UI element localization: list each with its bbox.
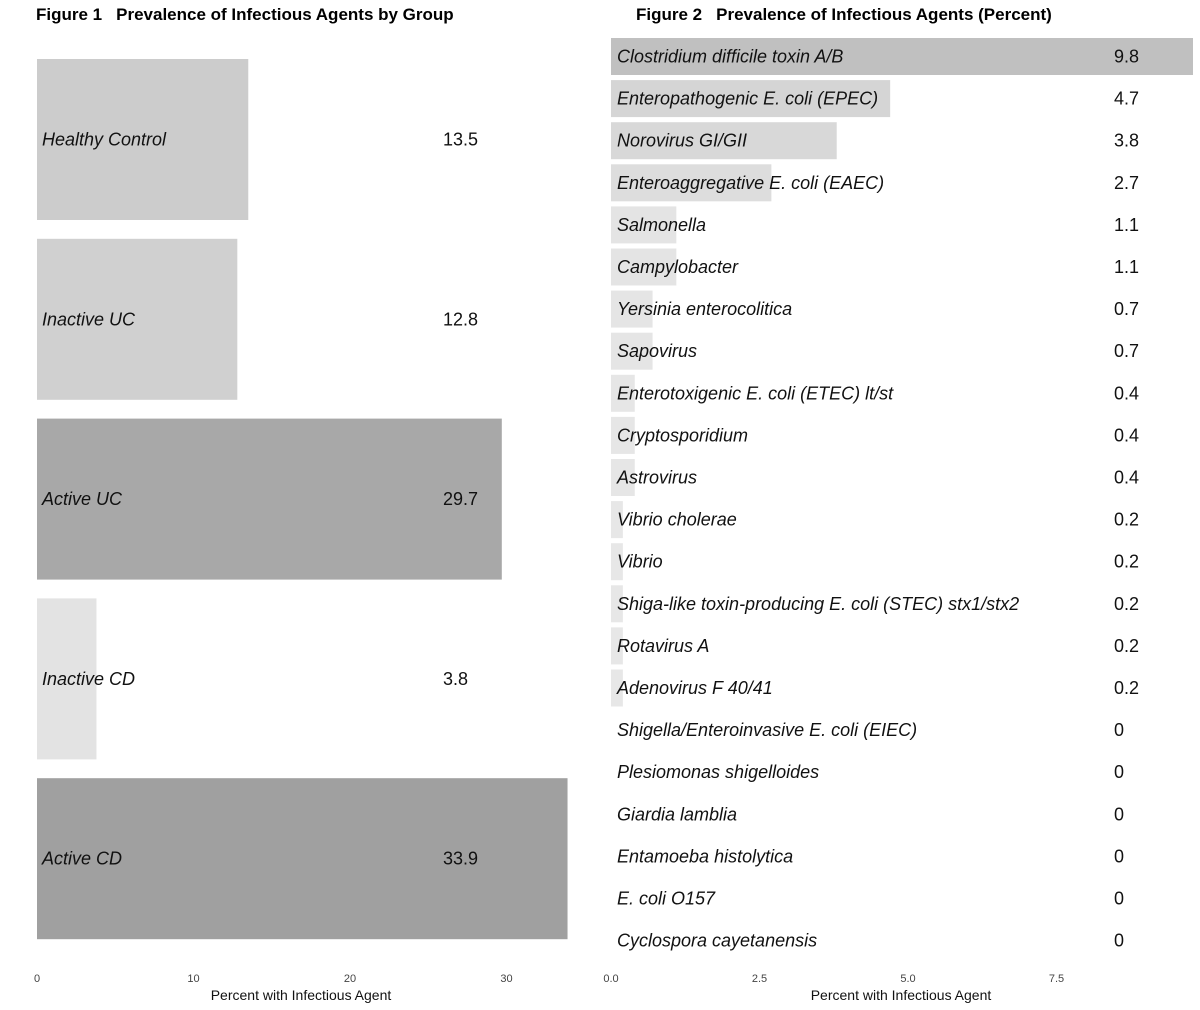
figure2-category-label: Yersinia enterocolitica <box>617 299 792 319</box>
figure1-chart: Healthy Control 13.5 Inactive UC 12.8 Active… <box>34 59 568 1003</box>
figure2-category-label: Campylobacter <box>617 257 739 277</box>
figure2-category-label: Enteroaggregative E. coli (EAEC) <box>617 173 884 193</box>
figure2-bar <box>611 122 837 160</box>
figure2-value-label: 0.2 <box>1114 510 1139 530</box>
figure2-category-label: Clostridium difficile toxin A/B <box>617 47 843 67</box>
figure1-category-label: Active CD <box>41 849 122 869</box>
figure2-category-label: Shigella/Enteroinvasive E. coli (EIEC) <box>617 720 917 740</box>
figure2-category-label: Cryptosporidium <box>617 425 748 445</box>
figure2-value-label: 1.1 <box>1114 215 1139 235</box>
figure1-category-label: Inactive CD <box>42 669 135 689</box>
figure2-number: Figure 2 <box>636 5 703 24</box>
figure2-x-axis-label: Percent with Infectious Agent <box>811 987 992 1003</box>
figure2-value-label: 0.4 <box>1114 425 1139 445</box>
figure1-bar <box>37 238 238 400</box>
figure2-category-label: Entamoeba histolytica <box>617 846 793 866</box>
figure2-bar <box>611 416 635 454</box>
figure2-value-label: 2.7 <box>1114 173 1139 193</box>
figure2-value-label: 0.2 <box>1114 552 1139 572</box>
figure1-bar <box>37 59 249 220</box>
figure2-category-label: Giardia lamblia <box>617 804 737 824</box>
figure2-value-label: 0.2 <box>1114 678 1139 698</box>
figure2-category-label: Salmonella <box>617 215 706 235</box>
figure1-number: Figure 1 <box>36 5 103 24</box>
figure2-category-label: Adenovirus F 40/41 <box>616 678 773 698</box>
figure1-value-label: 33.9 <box>443 849 478 869</box>
figure1-bar <box>37 418 502 580</box>
figure2-x-tick-label: 7.5 <box>1049 973 1064 985</box>
figure1-category-label: Inactive UC <box>42 309 136 329</box>
figure1-bar <box>37 778 568 940</box>
figure2-value-label: 0.2 <box>1114 594 1139 614</box>
figure2-value-label: 1.1 <box>1114 257 1139 277</box>
figure2-value-label: 0.4 <box>1114 468 1139 488</box>
figure2-value-label: 0 <box>1114 889 1124 909</box>
figure2-bar <box>611 459 635 496</box>
figure2-bar <box>611 38 1193 75</box>
figure2-bar <box>611 164 772 202</box>
figure2-bar <box>611 669 623 707</box>
figure1-x-axis-label: Percent with Infectious Agent <box>211 987 392 1003</box>
figure2-value-label: 0.4 <box>1114 383 1139 403</box>
figure2-bar <box>611 206 677 244</box>
figure1-title-block: Figure 1 Prevalence of Infectious Agents … <box>36 5 454 25</box>
figure2-bar <box>611 627 623 665</box>
figure2-category-label: Vibrio cholerae <box>617 510 737 530</box>
figure2-value-label: 0 <box>1114 804 1124 824</box>
figure2-bar <box>611 248 677 286</box>
figure2-value-label: 3.8 <box>1114 131 1139 151</box>
figure1-value-label: 3.8 <box>443 669 468 689</box>
figure2-category-label: Cyclospora cayetanensis <box>617 931 817 951</box>
figure2-value-label: 0.7 <box>1114 299 1139 319</box>
figure2-value-label: 4.7 <box>1114 89 1139 109</box>
figure2-bar <box>611 501 623 539</box>
figure2-value-label: 0 <box>1114 846 1124 866</box>
figure2-title-block: Figure 2 Prevalence of Infectious Agents … <box>636 5 1052 25</box>
figure2-category-label: E. coli O157 <box>617 889 716 909</box>
figure2-value-label: 0.7 <box>1114 341 1139 361</box>
figure2-value-label: 0 <box>1114 762 1124 782</box>
figure2-category-label: Plesiomonas shigelloides <box>617 762 819 782</box>
figure2-category-label: Astrovirus <box>616 468 697 488</box>
figure2-value-label: 0 <box>1114 931 1124 951</box>
figure2-x-tick-label: 0.0 <box>603 973 618 985</box>
figure1-category-label: Healthy Control <box>42 130 167 150</box>
figure2-x-tick-label: 2.5 <box>752 973 767 985</box>
figure2-bar <box>611 543 623 581</box>
figure1-title: Prevalence of Infectious Agents by Group <box>116 5 454 24</box>
figure2-title: Prevalence of Infectious Agents (Percent… <box>716 5 1052 24</box>
figure2-bar <box>611 80 891 118</box>
figure2-bar <box>611 290 653 328</box>
figure1-x-tick-label: 0 <box>34 973 40 985</box>
figure2-category-label: Vibrio <box>617 552 663 572</box>
figure1-x-tick-label: 20 <box>344 973 356 985</box>
figure2-value-label: 0 <box>1114 720 1124 740</box>
figure1-value-label: 13.5 <box>443 130 478 150</box>
figure2-category-label: Shiga-like toxin-producing E. coli (STEC… <box>617 594 1019 614</box>
figure2-value-label: 9.8 <box>1114 47 1139 67</box>
figure2-bar <box>611 332 653 370</box>
figure1-value-label: 12.8 <box>443 309 478 329</box>
figure2-x-tick-label: 5.0 <box>900 973 915 985</box>
figure2-bar <box>611 374 635 412</box>
figure1-x-tick-label: 10 <box>187 973 199 985</box>
figure2-category-label: Rotavirus A <box>617 636 709 656</box>
figure2-category-label: Enterotoxigenic E. coli (ETEC) lt/st <box>617 383 894 403</box>
figure2-category-label: Norovirus GI/GII <box>617 131 747 151</box>
figure2-bar <box>611 585 623 623</box>
figure1-bar <box>37 598 97 760</box>
figure2-value-label: 0.2 <box>1114 636 1139 656</box>
figure1-x-tick-label: 30 <box>500 973 512 985</box>
figure1-value-label: 29.7 <box>443 489 478 509</box>
figure2-category-label: Sapovirus <box>617 341 697 361</box>
figure1-category-label: Active UC <box>41 489 123 509</box>
figure2-category-label: Enteropathogenic E. coli (EPEC) <box>617 89 878 109</box>
